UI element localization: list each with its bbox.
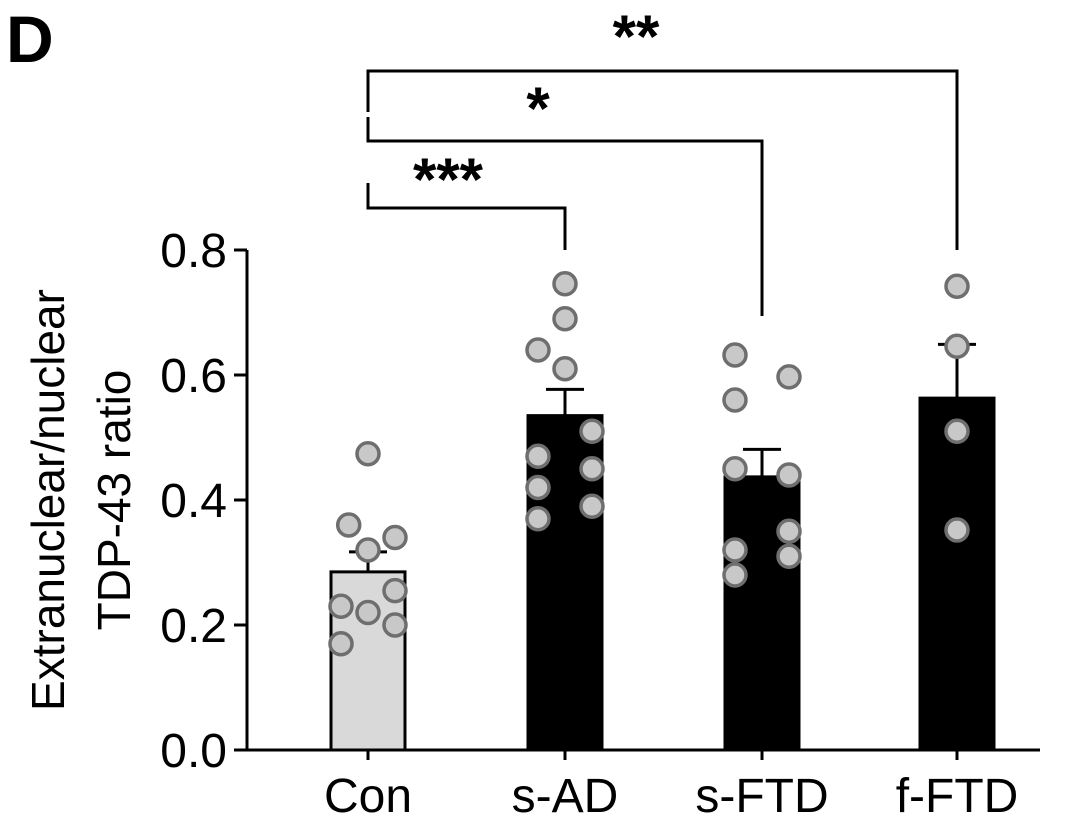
data-point	[776, 462, 802, 488]
significance-brackets: ******	[366, 3, 959, 316]
y-tick-label: 0.6	[160, 350, 227, 403]
data-point	[355, 599, 381, 626]
data-point	[552, 306, 578, 332]
data-point	[355, 537, 381, 563]
bar	[918, 396, 996, 752]
data-points	[328, 271, 970, 657]
x-category-label: s-FTD	[695, 770, 828, 823]
y-tick-label: 0.0	[160, 725, 227, 778]
data-point	[525, 506, 551, 532]
significance-label: **	[613, 3, 660, 70]
data-point	[552, 356, 578, 382]
data-point	[944, 418, 970, 444]
data-point	[525, 474, 551, 501]
data-point	[382, 612, 408, 638]
y-axis-label: Extranuclear/nuclear TDP-43 ratio	[22, 289, 140, 711]
y-tick-label: 0.8	[160, 225, 227, 278]
data-point	[944, 333, 970, 359]
axes: 0.0 0.2 0.4 0.6 0.8 Con s-AD s-FTD f-FTD	[160, 225, 1040, 823]
data-point	[944, 517, 970, 543]
significance-label: *	[526, 75, 550, 142]
bars	[329, 342, 996, 752]
bar	[723, 475, 801, 752]
y-tick-label: 0.2	[160, 600, 227, 653]
data-point	[722, 537, 748, 563]
significance-bracket	[366, 117, 764, 316]
data-point	[335, 512, 362, 538]
data-point	[579, 456, 605, 482]
panel-letter: D	[6, 2, 54, 76]
x-category-label: s-AD	[512, 770, 619, 823]
data-point	[579, 493, 605, 519]
data-point	[944, 273, 970, 299]
data-point	[355, 441, 381, 467]
x-category-label: f-FTD	[896, 770, 1019, 823]
y-axis-label-line-2: TDP-43 ratio	[88, 370, 140, 631]
data-point	[722, 387, 748, 413]
data-point	[722, 342, 748, 368]
data-point	[579, 418, 605, 444]
x-category-label: Con	[324, 770, 412, 823]
y-axis-label-line-1: Extranuclear/nuclear	[22, 289, 74, 711]
data-point	[328, 631, 354, 657]
data-point	[722, 562, 748, 588]
y-tick-label: 0.4	[160, 475, 227, 528]
significance-bracket	[366, 69, 959, 250]
data-point	[776, 518, 802, 544]
data-point	[776, 543, 802, 569]
data-point	[525, 443, 551, 469]
data-point	[525, 337, 551, 363]
data-point	[722, 456, 748, 482]
data-point	[382, 577, 408, 604]
data-point	[552, 271, 578, 297]
data-point	[328, 593, 354, 619]
significance-label: ***	[413, 146, 484, 213]
data-point	[382, 524, 408, 551]
significance-bracket	[366, 183, 567, 250]
data-point	[776, 364, 802, 390]
